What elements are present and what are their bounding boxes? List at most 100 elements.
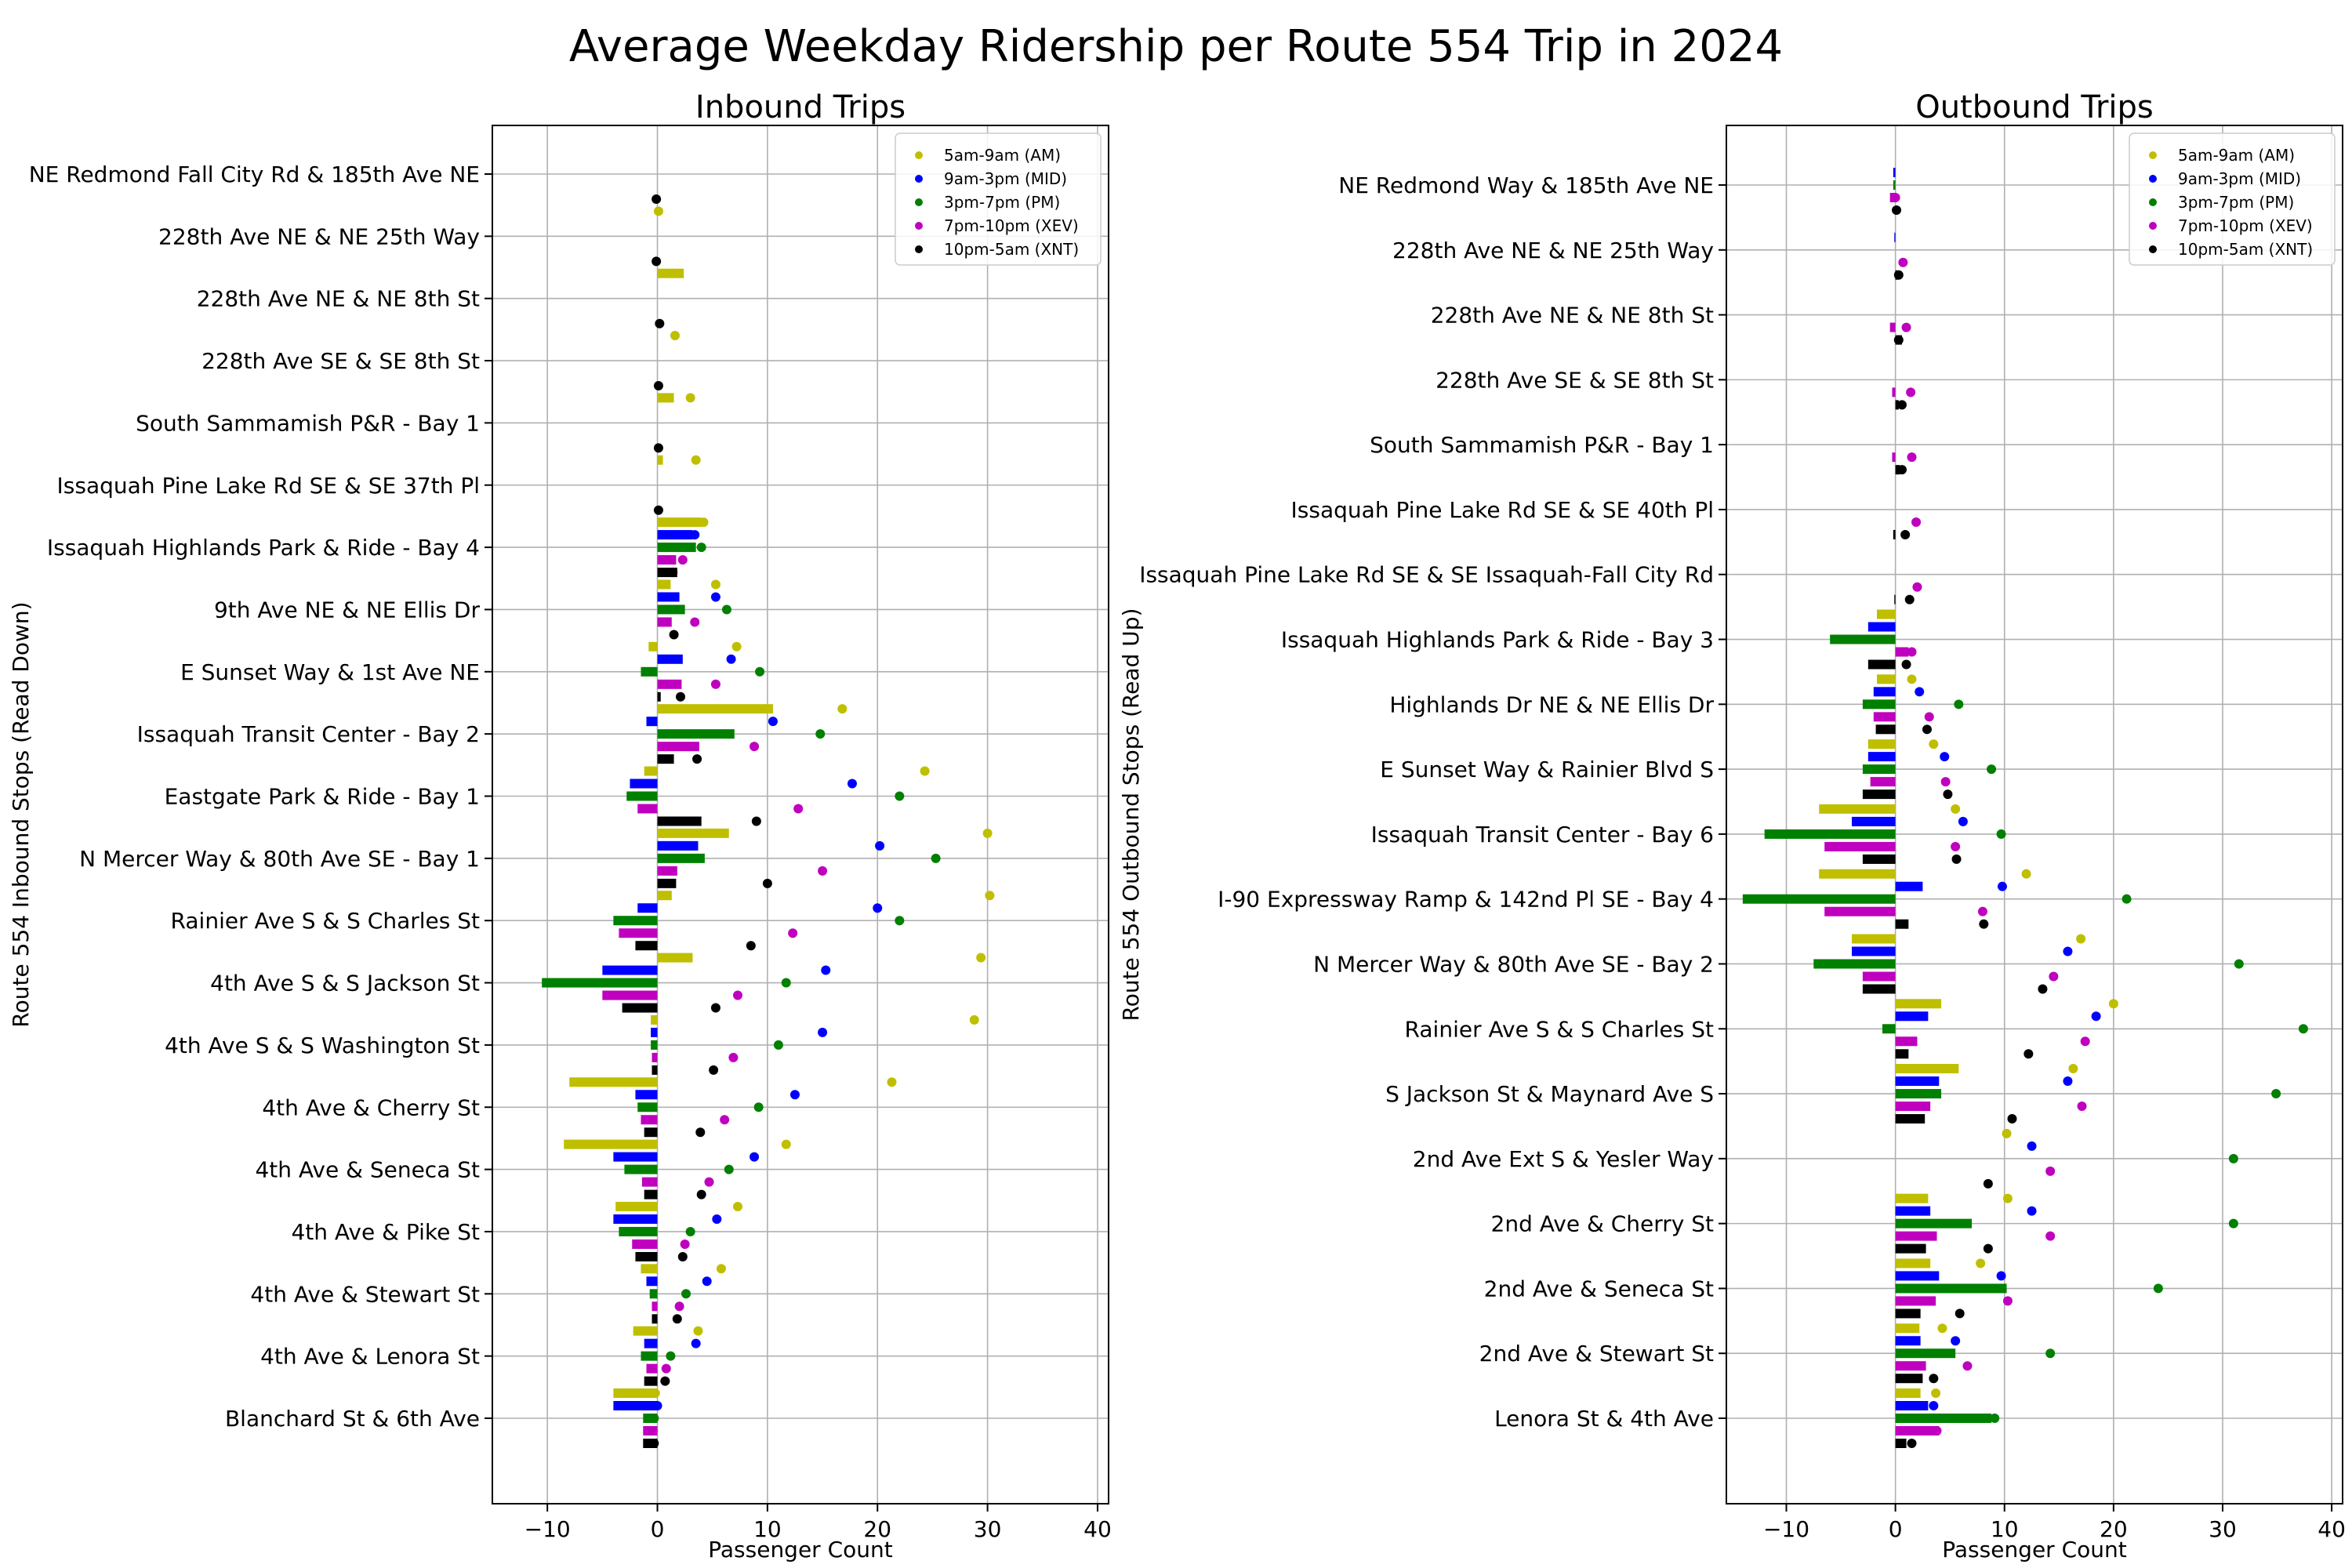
inbound-point-pm <box>681 1289 691 1299</box>
outbound-point-xev <box>1898 257 1908 267</box>
outbound-point-xev <box>1906 387 1916 397</box>
outbound-bar-pm <box>1830 634 1896 644</box>
inbound-bar-am <box>633 1326 658 1336</box>
outbound-bar-xev <box>1824 841 1896 851</box>
inbound-point-am <box>732 1201 742 1211</box>
inbound-xlabel: Passenger Count <box>708 1537 893 1563</box>
inbound-point-am <box>699 517 709 528</box>
outbound-ytick-label: Highlands Dr NE & NE Ellis Dr <box>1389 691 1714 717</box>
outbound-point-xnt <box>1922 724 1932 735</box>
outbound-point-mid <box>2027 1141 2037 1151</box>
inbound-point-am <box>920 766 930 776</box>
outbound-bar-pm <box>1893 180 1896 190</box>
inbound-point-xnt <box>672 1314 682 1324</box>
outbound-point-am <box>2076 934 2086 944</box>
inbound-bar-mid <box>657 592 680 602</box>
outbound-ytick-label: Lenora St & 4th Ave <box>1494 1406 1714 1432</box>
outbound-bar-pm <box>1895 1414 1992 1423</box>
inbound-point-xev <box>690 617 700 627</box>
outbound-point-pm <box>2298 1024 2308 1034</box>
inbound-point-xev <box>720 1115 730 1125</box>
outbound-point-xnt <box>1951 854 1962 864</box>
inbound-bar-mid <box>651 1027 658 1037</box>
outbound-point-am <box>2021 869 2031 879</box>
outbound-chart: NE Redmond Way & 185th Ave NE 228th Ave N… <box>1118 89 2346 1563</box>
outbound-bar-mid <box>1851 946 1896 956</box>
inbound-ytick-label: 228th Ave NE & NE 25th Way <box>158 223 480 249</box>
outbound-point-am <box>1951 804 1961 814</box>
inbound-point-mid <box>821 965 831 975</box>
inbound-point-pm <box>895 791 905 801</box>
outbound-bar-xev <box>1895 1426 1940 1436</box>
outbound-bar-xev <box>1892 387 1896 397</box>
inbound-bar-am <box>644 766 658 776</box>
inbound-legend-label-am: 5am-9am (AM) <box>944 146 1061 165</box>
outbound-point-xev <box>1907 452 1917 463</box>
outbound-bar-mid <box>1894 232 1896 242</box>
inbound-point-am <box>969 1014 979 1025</box>
inbound-point-pm <box>696 543 706 553</box>
inbound-point-pm <box>755 666 765 677</box>
outbound-bar-pm <box>1895 1218 1973 1229</box>
inbound-bar-am <box>564 1139 658 1149</box>
outbound-bar-xev <box>1895 647 1909 657</box>
inbound-bar-mid <box>644 1338 658 1348</box>
outbound-point-pm <box>2122 894 2132 904</box>
outbound-ytick-label: Issaquah Transit Center - Bay 6 <box>1371 822 1714 848</box>
outbound-axes-frame <box>1726 125 2343 1504</box>
inbound-bar-mid <box>646 717 658 727</box>
outbound-bar-xnt <box>1895 1374 1923 1384</box>
inbound-point-xev <box>710 679 720 689</box>
outbound-point-xnt <box>1955 1308 1965 1319</box>
inbound-bar-pm <box>542 978 658 988</box>
inbound-point-xnt <box>709 1065 719 1075</box>
outbound-point-mid <box>2063 1076 2073 1087</box>
inbound-point-am <box>887 1077 897 1087</box>
inbound-point-xev <box>788 928 798 938</box>
inbound-point-am <box>982 828 993 838</box>
outbound-bar-xnt <box>1862 854 1896 864</box>
inbound-bar-pm <box>626 791 658 801</box>
inbound-bar-am <box>613 1388 658 1398</box>
inbound-bar-xnt <box>657 691 661 702</box>
inbound-xtick-label: 20 <box>863 1516 891 1542</box>
outbound-bar-pm <box>1895 1348 1956 1359</box>
outbound-bar-xnt <box>1895 1439 1907 1448</box>
inbound-bar-pm <box>657 543 696 553</box>
inbound-point-xev <box>704 1177 714 1187</box>
inbound-point-pm <box>931 853 941 863</box>
inbound-point-xev <box>661 1363 671 1374</box>
outbound-point-pm <box>2228 1153 2238 1163</box>
inbound-bar-am <box>657 455 663 465</box>
outbound-bar-am <box>1851 934 1896 944</box>
outbound-point-xnt <box>1901 659 1911 670</box>
outbound-point-pm <box>2228 1218 2238 1229</box>
inbound-xtick-label: −10 <box>524 1516 571 1542</box>
inbound-legend-marker-pm <box>915 198 923 206</box>
outbound-bar-am <box>1895 1388 1921 1398</box>
inbound-point-mid <box>690 530 700 540</box>
outbound-ytick-label: Issaquah Highlands Park & Ride - Bay 3 <box>1281 627 1714 653</box>
outbound-bar-mid <box>1867 622 1896 632</box>
outbound-ytick-label: Rainier Ave S & S Charles St <box>1405 1016 1714 1042</box>
inbound-point-xnt <box>751 816 761 826</box>
inbound-point-pm <box>753 1102 764 1112</box>
outbound-bar-xev <box>1895 1296 1936 1306</box>
inbound-xtick-label: 30 <box>974 1516 1002 1542</box>
outbound-point-pm <box>1954 699 1964 710</box>
outbound-point-pm <box>2045 1348 2056 1359</box>
inbound-point-mid <box>847 779 857 789</box>
inbound-bar-xnt <box>657 878 677 888</box>
inbound-point-xev <box>750 742 760 752</box>
inbound-legend-label-pm: 3pm-7pm (PM) <box>944 193 1060 212</box>
outbound-bar-pm <box>1895 1283 2007 1294</box>
inbound-ytick-label: 4th Ave S & S Jackson St <box>210 971 480 996</box>
inbound-point-am <box>976 953 986 963</box>
inbound-bar-xnt <box>652 1314 658 1324</box>
inbound-point-xnt <box>695 1127 706 1138</box>
inbound-bar-xev <box>646 1363 658 1374</box>
inbound-point-xev <box>818 866 828 876</box>
outbound-point-xnt <box>1896 400 1907 410</box>
inbound-point-am <box>653 206 663 216</box>
inbound-point-am <box>693 1326 703 1336</box>
